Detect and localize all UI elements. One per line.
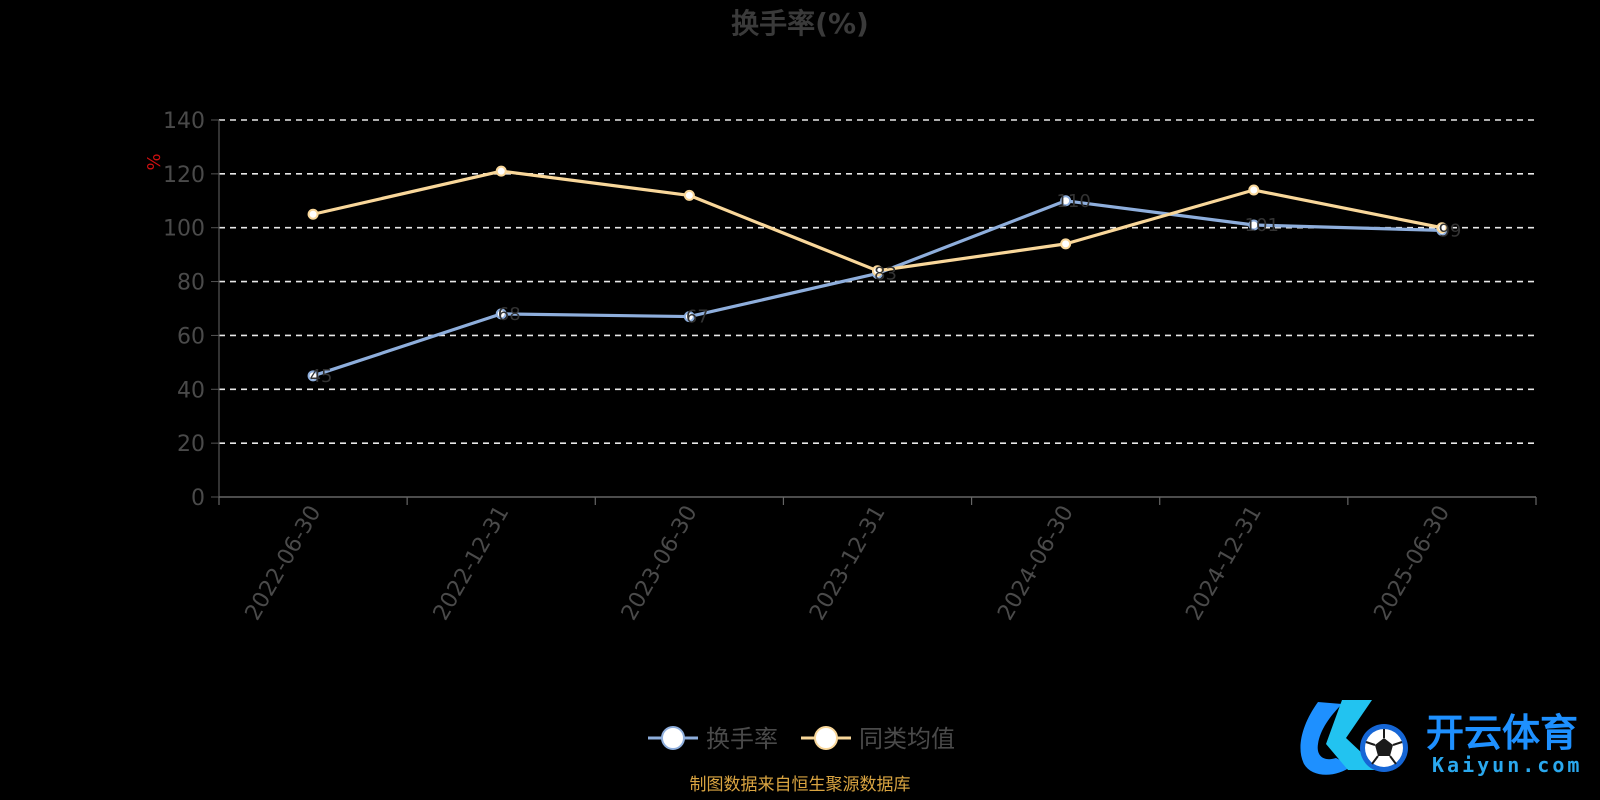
- y-tick-label: 80: [177, 271, 205, 296]
- y-tick-label: 100: [163, 217, 205, 242]
- x-tick-label: 2025-06-30: [1370, 502, 1456, 625]
- legend-item[interactable]: 换手率: [648, 725, 778, 753]
- data-point[interactable]: [1248, 219, 1260, 231]
- legend-marker-icon: [661, 726, 685, 750]
- data-labels: 45 68 67 83 110 101 99: [310, 191, 1462, 387]
- chart-title: 换手率(%): [731, 7, 869, 40]
- watermark-logo: 开云体育 Kaiyun.com: [1300, 700, 1582, 777]
- soccer-ball-logo-icon: [1300, 700, 1408, 775]
- watermark-cn: 开云体育: [1426, 711, 1578, 755]
- y-tick-label: 140: [163, 109, 205, 134]
- data-point[interactable]: [683, 189, 695, 201]
- y-tick-label: 120: [163, 163, 205, 188]
- data-label: 45: [310, 366, 333, 387]
- data-point[interactable]: [1060, 195, 1072, 207]
- y-tick-label: 60: [177, 324, 205, 349]
- data-label: 99: [1438, 220, 1461, 241]
- data-point[interactable]: [1436, 222, 1448, 234]
- axes: 0 20 40 60 80 100 120 140 2022-06-30 2022-12-31 20…: [163, 109, 1537, 625]
- data-point[interactable]: [1248, 184, 1260, 196]
- y-axis-unit: %: [144, 153, 165, 170]
- data-point[interactable]: [307, 208, 319, 220]
- x-tick-label: 2022-06-30: [241, 502, 327, 625]
- y-tick-label: 0: [191, 486, 205, 511]
- data-label: 83: [874, 263, 897, 284]
- data-point[interactable]: [495, 308, 507, 320]
- data-label: 110: [1056, 191, 1090, 212]
- data-point[interactable]: [1060, 238, 1072, 250]
- legend-label: 换手率: [706, 725, 778, 753]
- x-tick-label: 2024-06-30: [993, 502, 1079, 625]
- legend-item[interactable]: 同类均值: [801, 725, 955, 753]
- data-point[interactable]: [872, 265, 883, 277]
- data-label: 67: [686, 307, 709, 328]
- series-lines: [307, 165, 1448, 382]
- x-tick-label: 2023-06-30: [617, 502, 703, 625]
- watermark-en: Kaiyun.com: [1432, 753, 1582, 777]
- data-point[interactable]: [683, 311, 695, 323]
- x-tick-label: 2024-12-31: [1181, 502, 1267, 625]
- legend-marker-icon: [814, 726, 838, 750]
- data-point[interactable]: [307, 370, 319, 382]
- legend[interactable]: 换手率 同类均值: [648, 725, 955, 753]
- source-note: 制图数据来自恒生聚源数据库: [690, 775, 911, 795]
- x-tick-label: 2022-12-31: [429, 502, 515, 625]
- legend-label: 同类均值: [859, 725, 955, 753]
- y-tick-label: 20: [177, 432, 205, 457]
- x-tick-label: 2023-12-31: [805, 502, 891, 625]
- data-label: 68: [498, 304, 521, 325]
- data-label: 101: [1245, 215, 1279, 236]
- data-point[interactable]: [495, 165, 507, 177]
- y-tick-label: 40: [177, 378, 205, 403]
